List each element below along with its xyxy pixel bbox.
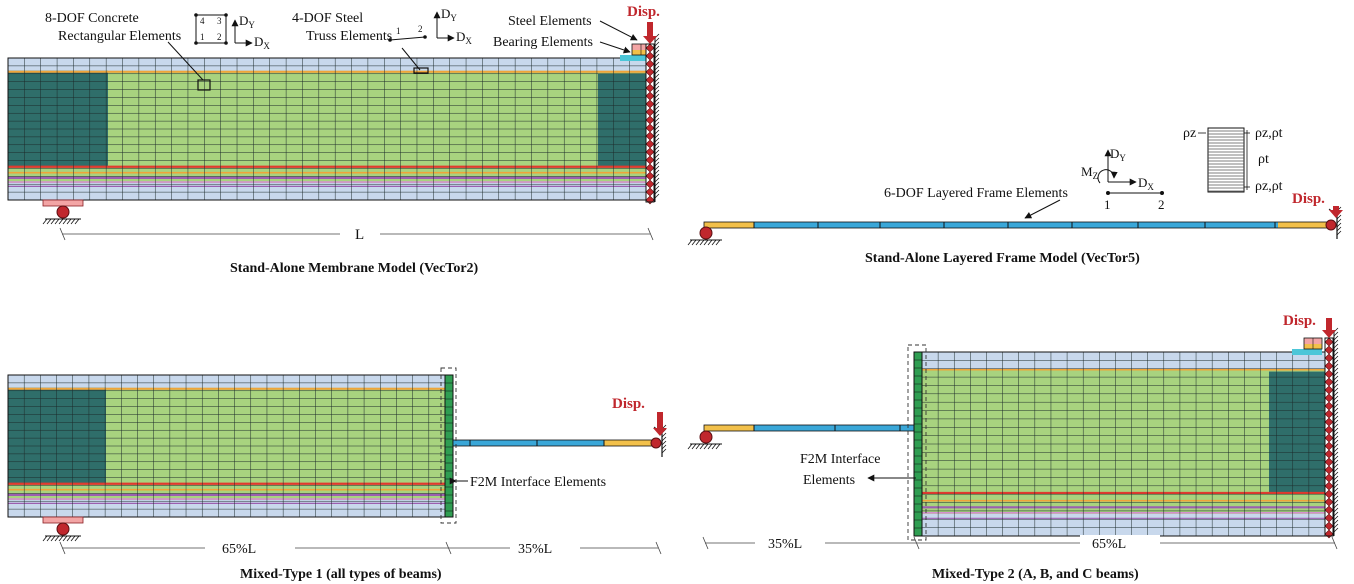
membrane-beam: [7, 57, 647, 201]
svg-text:DX: DX: [254, 34, 270, 51]
mixed-type-1-annotations: F2M Interface Elements Disp. 65%L 35%L M…: [59, 367, 662, 582]
interface-dashed-box-2: [907, 344, 927, 541]
layer-top-right: ρz,ρt: [1255, 126, 1283, 141]
svg-text:DY: DY: [1110, 146, 1126, 163]
f2m-interface-elements: [444, 374, 454, 518]
frame-dx-label: D: [1138, 175, 1147, 190]
concrete-element-marker: [197, 79, 211, 91]
frame-node-2: 2: [1158, 197, 1165, 212]
truss-node-1: 1: [396, 26, 401, 36]
callout-bearing: Bearing Elements: [493, 35, 593, 50]
disp-label: Disp.: [627, 4, 660, 20]
callout-interface-2-line2: Elements: [803, 473, 855, 488]
truss-dx-label: D: [456, 29, 465, 44]
node-label-2: 2: [217, 32, 222, 42]
layer-mid: ρt: [1258, 152, 1269, 167]
dy-sub: Y: [248, 20, 255, 30]
frame-dy-sub: Y: [1119, 153, 1126, 163]
svg-text:DX: DX: [456, 29, 472, 46]
span-label: L: [355, 227, 364, 243]
disp-arrow-icon: [643, 22, 657, 44]
svg-text:MZ: MZ: [1081, 164, 1098, 181]
callout-frame: 6-DOF Layered Frame Elements: [884, 186, 1068, 201]
svg-text:DY: DY: [441, 6, 457, 23]
frame-mz-sub: Z: [1093, 171, 1099, 181]
mixed1-dim-right: 35%L: [518, 542, 552, 557]
callout-interface-2-line1: F2M Interface: [800, 452, 880, 467]
layer-top-left: ρz: [1183, 126, 1196, 141]
caption-mixed1: Mixed-Type 1 (all types of beams): [240, 567, 442, 582]
support-pin-icon: [687, 226, 722, 246]
mixed1-disp-label: Disp.: [612, 396, 645, 412]
truss-dy-sub: Y: [450, 13, 457, 23]
disp-arrow-icon: [653, 412, 667, 436]
callout-truss-line1: 4-DOF Steel: [292, 11, 363, 26]
callout-concrete-line2: Rectangular Elements: [58, 29, 181, 44]
node-label-4: 4: [200, 16, 205, 26]
bearing-wall-column: [1324, 327, 1339, 539]
truss-node-2: 2: [418, 24, 423, 34]
bearing-elements: [1292, 337, 1323, 355]
callout-concrete-line1: 8-DOF Concrete: [45, 11, 139, 26]
interface-dashed-box: [440, 367, 457, 524]
mixed2-dim-right: 65%L: [1092, 537, 1126, 552]
frame-model-annotations: DY MZ DX 1 2 ρz ρz,ρt ρt ρz,ρt 6-DOF Lay…: [865, 126, 1325, 266]
mixed1-frame-beam: [452, 439, 653, 447]
callout-truss-line2: Truss Elements: [306, 29, 392, 44]
node-label-3: 3: [217, 16, 222, 26]
dx-label: D: [254, 34, 263, 49]
frame-disp-label: Disp.: [1292, 191, 1325, 207]
element-sketch-box: [195, 14, 227, 44]
support-pin-icon: [687, 430, 722, 450]
callout-truss-leader: [401, 47, 421, 71]
caption-frame: Stand-Alone Layered Frame Model (VecTor5…: [865, 251, 1140, 266]
caption-mixed2: Mixed-Type 2 (A, B, and C beams): [932, 567, 1139, 582]
caption-membrane: Stand-Alone Membrane Model (VecTor2): [230, 261, 479, 276]
dimension-line-l: [59, 225, 654, 241]
dimension-line-mixed2: [702, 535, 1338, 551]
frame-node-1: 1: [1104, 197, 1111, 212]
frame-dy-label: D: [1110, 146, 1119, 161]
support-roller-icon: [42, 516, 84, 542]
mixed1-membrane-beam: [7, 374, 446, 518]
truss-dy-label: D: [441, 6, 450, 21]
mixed2-disp-label: Disp.: [1283, 313, 1316, 329]
svg-text:DX: DX: [1138, 175, 1154, 192]
disp-arrow-icon: [1329, 206, 1343, 218]
callout-interface-1: F2M Interface Elements: [470, 475, 606, 490]
dy-label: D: [239, 13, 248, 28]
axis-arrow-icon: [231, 19, 253, 47]
svg-text:DY: DY: [239, 13, 255, 30]
axis-arrow-icon: [433, 11, 455, 42]
mixed1-dim-left: 65%L: [222, 542, 256, 557]
f2m-interface-elements-2: [913, 351, 923, 537]
mixed2-membrane-beam: [921, 351, 1326, 537]
support-roller-icon: [42, 199, 84, 225]
dx-sub: X: [263, 41, 270, 51]
mixed-type-2-annotations: F2M Interface Elements Disp. 35%L 65%L M…: [702, 313, 1338, 582]
disp-arrow-icon: [1322, 318, 1336, 338]
frame-dx-sub: X: [1147, 182, 1154, 192]
layered-frame-beam: [703, 221, 1329, 229]
truss-dx-sub: X: [465, 36, 472, 46]
callout-concrete-leader: [167, 41, 204, 81]
truss-element-marker: [413, 67, 429, 74]
callout-steel: Steel Elements: [508, 14, 592, 29]
dimension-line-mixed1: [59, 540, 662, 556]
frame-mz-label: M: [1081, 164, 1093, 179]
mesh-layer: [7, 22, 1343, 542]
node-label-1: 1: [200, 32, 205, 42]
axis-arrow-icon: [1097, 149, 1164, 195]
mixed2-frame-beam: [703, 424, 917, 432]
bearing-wall-column: [645, 33, 660, 205]
mixed2-dim-left: 35%L: [768, 537, 802, 552]
layer-section-sketch: [1198, 127, 1250, 193]
membrane-model-annotations: 8-DOF Concrete Rectangular Elements 4 3 …: [45, 4, 660, 276]
layer-bot-right: ρz,ρt: [1255, 179, 1283, 194]
